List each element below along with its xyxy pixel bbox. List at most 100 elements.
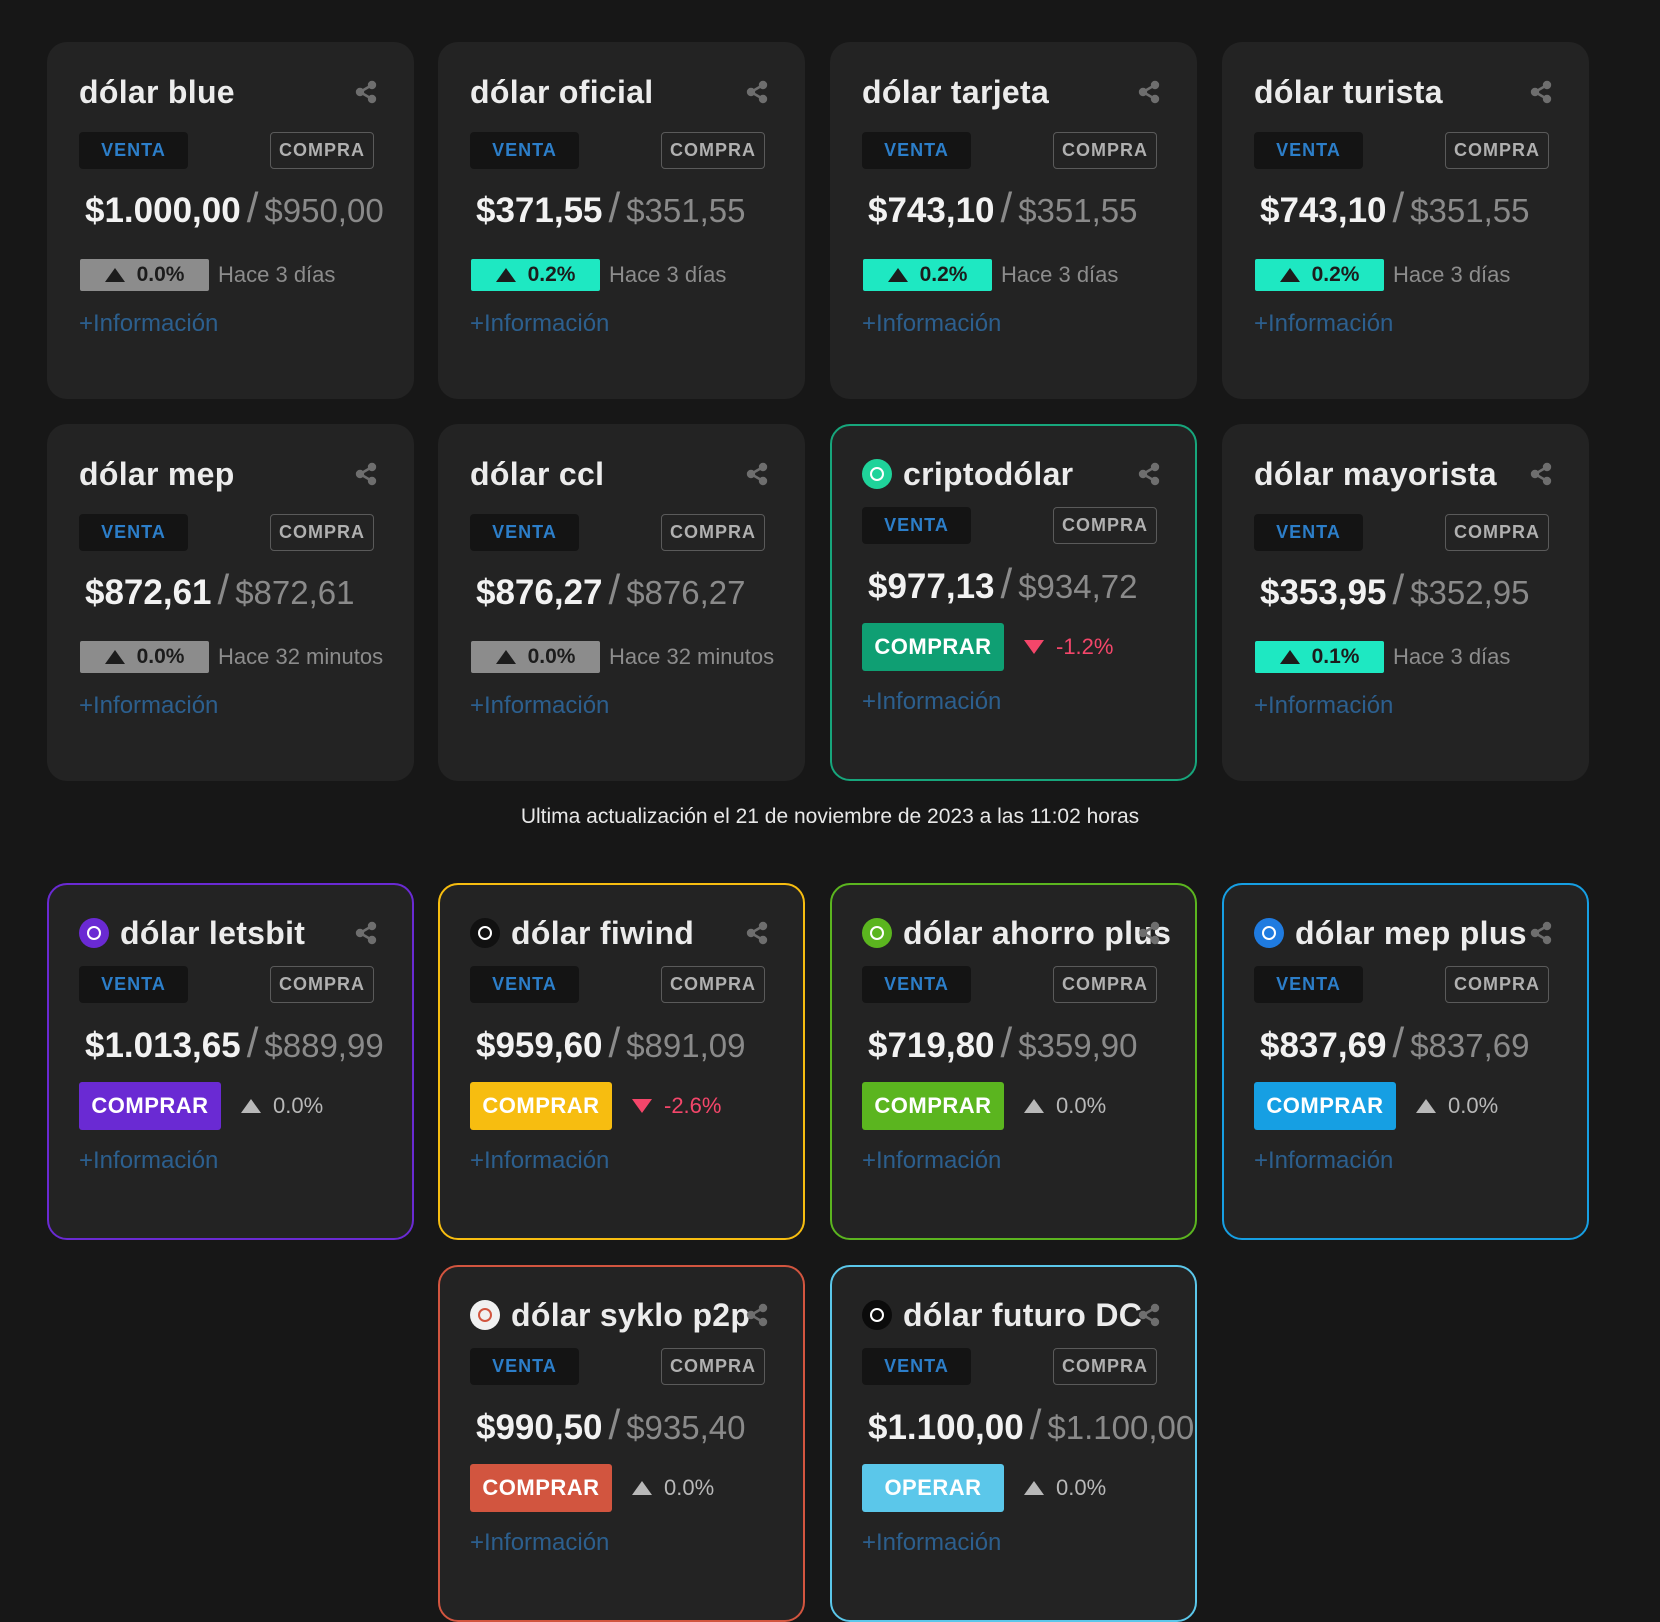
quote-card: dólar turista VENTA COMPRA $743,10/$351,55 0… [1222,42,1589,399]
brand-icon [79,918,109,948]
share-button[interactable] [1137,462,1161,486]
share-button[interactable] [354,462,378,486]
change-value: 0.0% [1056,1093,1107,1118]
separator: / [1392,184,1405,231]
more-info-link[interactable]: +Información [862,1147,1002,1174]
separator: / [1000,1019,1013,1066]
change-value: -2.6% [664,1093,722,1118]
sell-price: $977,13 [868,567,995,606]
buy-label: COMPRA [1053,132,1157,169]
card-title: dólar oficial [470,74,654,110]
change-value: 0.0% [273,1093,324,1118]
sell-label: VENTA [470,132,579,169]
more-info-link[interactable]: +Información [1254,310,1394,337]
more-info-link[interactable]: +Información [470,1529,610,1556]
sell-label: VENTA [1254,514,1363,551]
separator: / [1029,1401,1042,1448]
buy-button[interactable]: COMPRAR [1254,1082,1396,1130]
more-info-link[interactable]: +Información [470,1147,610,1174]
change: 0.2% [1255,259,1384,291]
more-info-link[interactable]: +Información [470,692,610,719]
more-info-link[interactable]: +Información [79,1147,219,1174]
sell-label: VENTA [862,507,971,544]
separator: / [608,1019,621,1066]
prices: $876,27/$876,27 [476,566,746,614]
prices: $1.100,00/$1.100,00 [868,1401,1194,1449]
separator: / [1000,184,1013,231]
updated: Hace 3 días [1001,262,1119,287]
separator: / [246,1019,259,1066]
sell-price: $1.000,00 [85,191,241,230]
buy-label: COMPRA [1445,514,1549,551]
separator: / [1392,566,1405,613]
separator: / [246,184,259,231]
separator: / [1392,1019,1405,1066]
card-title: dólar letsbit [120,915,306,951]
more-info-link[interactable]: +Información [862,688,1002,715]
buy-price: $837,69 [1410,1027,1530,1064]
share-button[interactable] [745,921,769,945]
buy-button[interactable]: COMPRAR [470,1082,612,1130]
share-button[interactable] [745,80,769,104]
buy-price: $352,95 [1410,574,1530,611]
buy-button[interactable]: COMPRAR [470,1464,612,1512]
buy-label: COMPRA [270,514,374,551]
prices: $743,10/$351,55 [1260,184,1530,232]
share-button[interactable] [1137,921,1161,945]
more-info-link[interactable]: +Información [79,310,219,337]
buy-label: COMPRA [1053,1348,1157,1385]
buy-price: $359,90 [1018,1027,1138,1064]
share-button[interactable] [745,462,769,486]
buy-button[interactable]: COMPRAR [862,1082,1004,1130]
sell-label: VENTA [79,514,188,551]
prices: $990,50/$935,40 [476,1401,746,1449]
sell-price: $743,10 [1260,191,1387,230]
more-info-link[interactable]: +Información [1254,692,1394,719]
card-title: dólar mep plus [1295,915,1527,951]
prices: $872,61/$872,61 [85,566,355,614]
card-title: dólar ahorro plus [903,915,1172,951]
more-info-link[interactable]: +Información [470,310,610,337]
trend-arrow [1279,650,1300,664]
quote-card: criptodólar VENTA COMPRA $977,13/$934,72 COM… [830,424,1197,781]
trend-arrow [632,1099,652,1113]
share-button[interactable] [1529,921,1553,945]
trend-arrow [1416,1099,1436,1113]
share-button[interactable] [354,80,378,104]
buy-button[interactable]: COMPRAR [862,623,1004,671]
buy-label: COMPRA [661,514,765,551]
separator: / [1000,560,1013,607]
share-button[interactable] [1137,80,1161,104]
sell-label: VENTA [79,966,188,1003]
more-info-link[interactable]: +Información [862,310,1002,337]
share-button[interactable] [745,1303,769,1327]
quote-card: dólar futuro DC VENTA COMPRA $1.100,00/$1.1… [830,1265,1197,1622]
buy-button[interactable]: COMPRAR [79,1082,221,1130]
brand-icon [470,918,500,948]
trend-arrow [495,268,516,282]
card-title: dólar syklo p2p [511,1297,751,1333]
buy-button[interactable]: OPERAR [862,1464,1004,1512]
trend-arrow [1024,1099,1044,1113]
sell-label: VENTA [1254,132,1363,169]
sell-label: VENTA [79,132,188,169]
prices: $837,69/$837,69 [1260,1019,1530,1067]
trend-arrow [104,650,125,664]
quote-card: dólar tarjeta VENTA COMPRA $743,10/$351,55 0… [830,42,1197,399]
change: -2.6% [632,1082,721,1130]
more-info-link[interactable]: +Información [1254,1147,1394,1174]
change-value: 0.2% [919,263,968,286]
share-button[interactable] [1529,80,1553,104]
share-button[interactable] [1529,462,1553,486]
sell-price: $837,69 [1260,1026,1387,1065]
buy-label: COMPRA [661,1348,765,1385]
share-button[interactable] [1137,1303,1161,1327]
brand-icon [862,918,892,948]
prices: $719,80/$359,90 [868,1019,1138,1067]
buy-label: COMPRA [1445,966,1549,1003]
more-info-link[interactable]: +Información [862,1529,1002,1556]
more-info-link[interactable]: +Información [79,692,219,719]
share-button[interactable] [354,921,378,945]
change: 0.0% [1416,1082,1498,1130]
change: 0.0% [632,1464,714,1512]
